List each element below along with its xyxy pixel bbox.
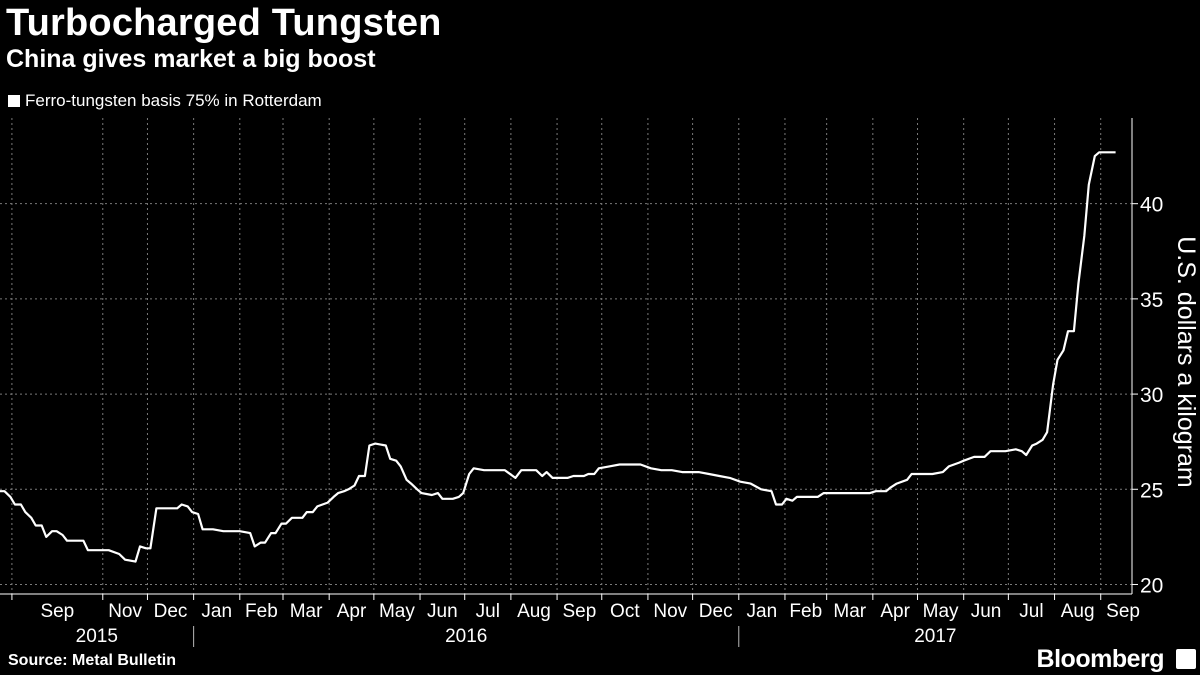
y-tick-label: 25	[1140, 479, 1163, 502]
x-tick-label: Apr	[880, 601, 910, 622]
x-tick-label: Jun	[971, 601, 1002, 622]
y-tick-label: 20	[1140, 574, 1163, 597]
x-tick-label: Sep	[40, 601, 74, 622]
year-label: 2015	[76, 626, 118, 647]
legend-label: Ferro-tungsten basis 75% in Rotterdam	[25, 91, 322, 110]
x-tick-label: Aug	[517, 601, 551, 622]
x-tick-label: Nov	[653, 601, 687, 622]
source-note: Source: Metal Bulletin	[8, 652, 177, 669]
x-tick-label: May	[923, 601, 959, 622]
year-label: 2016	[445, 626, 487, 647]
x-tick-label: Jul	[476, 601, 500, 622]
year-label: 2017	[914, 626, 956, 647]
x-tick-label: Jan	[201, 601, 232, 622]
x-tick-label: Jun	[427, 601, 458, 622]
bloomberg-logo: Bloomberg	[1036, 645, 1165, 673]
chart-title: Turbocharged Tungsten	[6, 2, 442, 44]
x-tick-label: Jan	[747, 601, 778, 622]
y-tick-label: 35	[1140, 289, 1163, 312]
y-tick-label: 30	[1140, 384, 1163, 407]
x-tick-label: Sep	[562, 601, 596, 622]
x-tick-label: Mar	[833, 601, 866, 622]
series-line	[0, 151, 1116, 563]
x-tick-label: Dec	[154, 601, 188, 622]
x-tick-label: Oct	[610, 601, 640, 622]
x-tick-label: May	[379, 601, 415, 622]
y-axis-label: U.S. dollars a kilogram	[1172, 236, 1200, 487]
bloomberg-terminal-icon	[1176, 649, 1196, 669]
legend-swatch	[8, 95, 20, 107]
x-tick-label: Feb	[789, 601, 822, 622]
chart-subtitle: China gives market a big boost	[6, 45, 376, 73]
x-tick-label: Apr	[337, 601, 367, 622]
y-tick-label: 40	[1140, 194, 1163, 217]
x-tick-label: Nov	[108, 601, 142, 622]
x-tick-label: Feb	[245, 601, 278, 622]
x-tick-label: Jul	[1019, 601, 1043, 622]
x-tick-label: Mar	[290, 601, 323, 622]
legend: Ferro-tungsten basis 75% in Rotterdam	[8, 91, 322, 111]
x-tick-label: Dec	[699, 601, 733, 622]
x-tick-label: Sep	[1106, 601, 1140, 622]
x-tick-label: Aug	[1061, 601, 1095, 622]
